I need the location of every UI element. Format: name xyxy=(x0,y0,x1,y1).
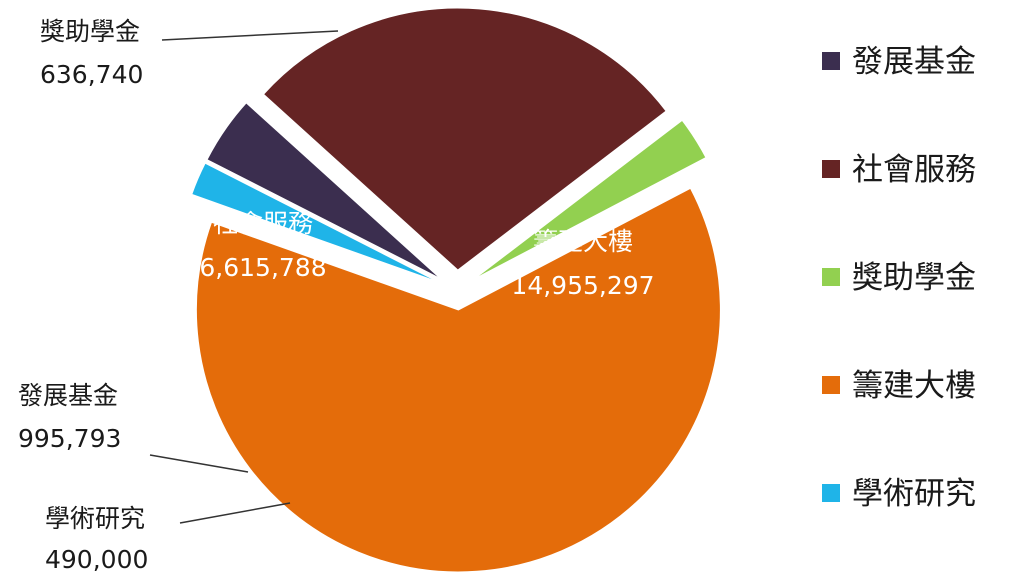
legend-label-2: 社會服務 xyxy=(852,152,976,188)
legend-label-4: 籌建大樓 xyxy=(852,368,976,404)
data-label-value-4: 14,955,297 xyxy=(511,271,654,300)
data-label-category-2: 社會服務 xyxy=(213,209,313,238)
data-label-category-3: 獎助學金 xyxy=(40,17,140,46)
pie-slice-2 xyxy=(262,7,667,271)
leader-lines xyxy=(149,30,339,524)
legend-swatch-5 xyxy=(822,484,840,502)
data-label-value-2: 6,615,788 xyxy=(199,253,326,282)
legend-swatch-2 xyxy=(822,160,840,178)
pie-slice-4 xyxy=(195,187,721,573)
data-label-value-1: 995,793 xyxy=(18,424,121,453)
leader-line-5 xyxy=(179,502,291,524)
pie-slice-5 xyxy=(191,162,439,283)
legend-swatch-1 xyxy=(822,52,840,70)
data-labels: 發展基金 995,793 社會服務 6,615,788 獎助學金 636,740 籌建大樓 1… xyxy=(18,17,655,574)
data-label-value-5: 490,000 xyxy=(45,545,148,574)
data-label-category-1: 發展基金 xyxy=(18,381,118,410)
data-label-value-3: 636,740 xyxy=(40,60,143,89)
legend-label-3: 獎助學金 xyxy=(852,260,976,296)
leader-line-3 xyxy=(161,30,339,41)
data-label-category-4: 籌建大樓 xyxy=(533,227,633,256)
legend-label-1: 發展基金 xyxy=(852,44,976,80)
leader-line-1 xyxy=(149,454,249,473)
data-label-category-5: 學術研究 xyxy=(45,504,145,533)
pie-slice-1 xyxy=(206,102,441,280)
pie-slices xyxy=(191,7,721,573)
legend-swatch-3 xyxy=(822,268,840,286)
legend-swatch-4 xyxy=(822,376,840,394)
legend-label-5: 學術研究 xyxy=(852,476,976,512)
pie-slice-3 xyxy=(473,119,707,280)
